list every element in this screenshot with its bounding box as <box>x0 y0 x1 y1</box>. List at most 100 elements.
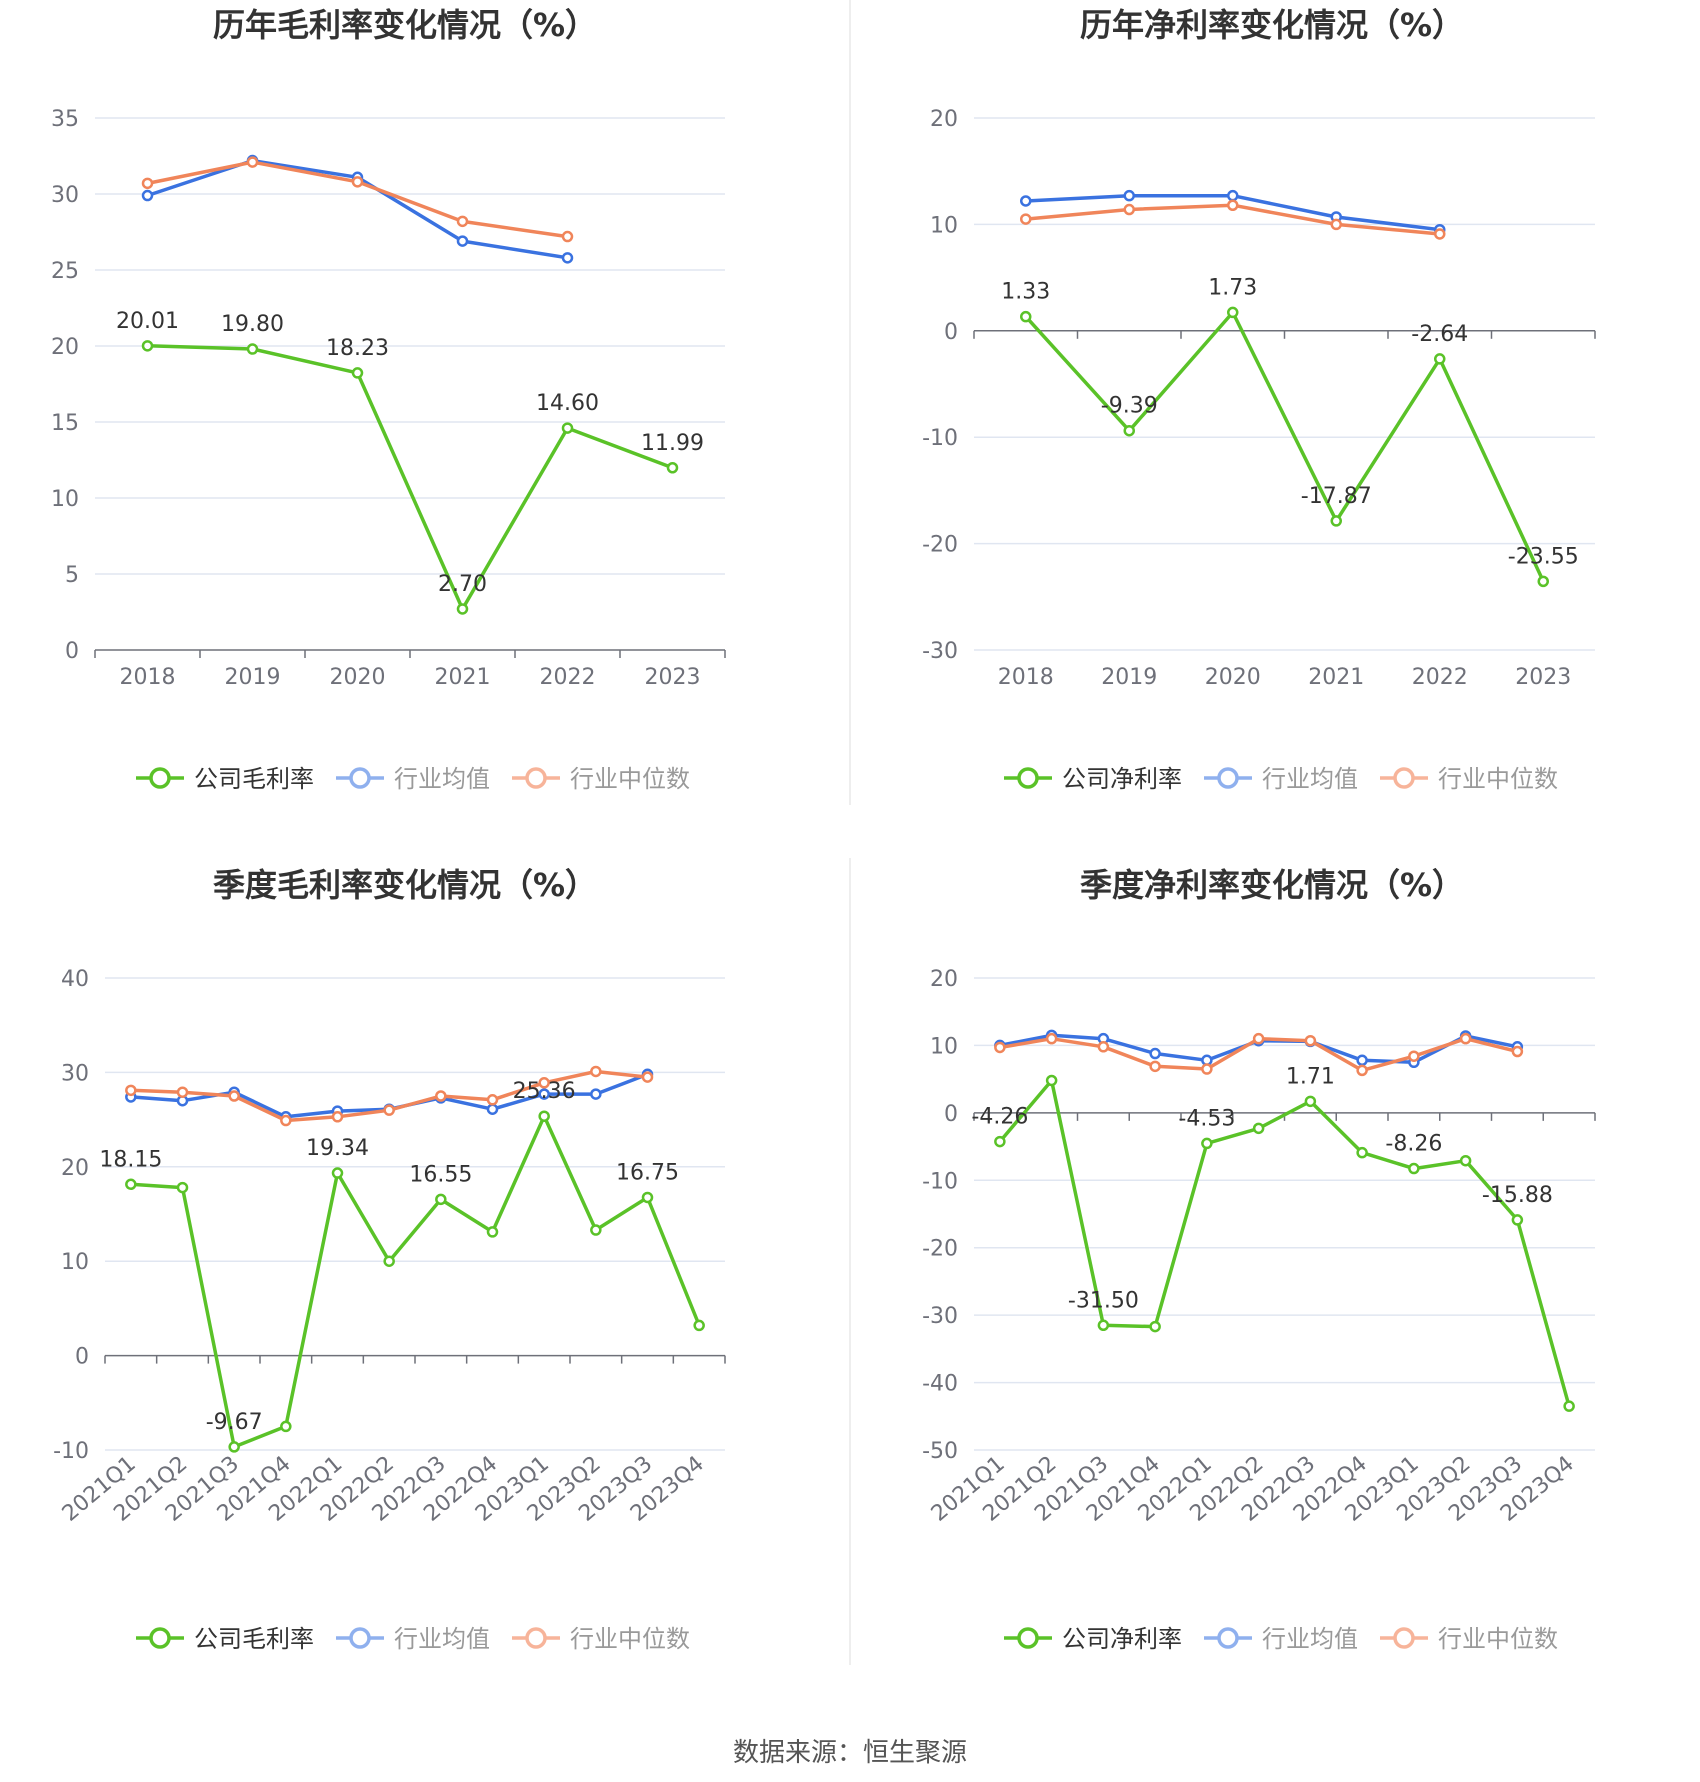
data-point-company <box>1408 1162 1420 1175</box>
x-tick-label: 2021 <box>1308 665 1364 690</box>
data-label: 14.60 <box>536 391 599 416</box>
data-point-median <box>435 1090 447 1102</box>
data-label: 2.70 <box>438 572 487 597</box>
x-tick-label: 2021 <box>435 665 491 690</box>
data-point-company <box>1304 1095 1317 1108</box>
legend-marker <box>1393 767 1415 789</box>
data-point-median <box>246 156 259 168</box>
x-tick-label: 2022 <box>540 665 596 690</box>
data-point-company <box>1149 1320 1161 1333</box>
data-point-company <box>176 1181 189 1194</box>
legend-item-company: 公司净利率 <box>1004 1625 1182 1653</box>
data-point-company <box>693 1319 705 1332</box>
y-tick-label: 0 <box>75 1345 89 1370</box>
data-point-median <box>1356 1064 1368 1077</box>
data-point-avg <box>1356 1054 1368 1067</box>
x-tick-label: 2019 <box>225 665 281 690</box>
legend-marker <box>525 767 547 789</box>
data-point-company <box>1045 1074 1058 1087</box>
data-point-company <box>1330 515 1342 527</box>
y-tick-label: 0 <box>944 320 958 345</box>
y-tick-label: 10 <box>61 1250 89 1275</box>
data-point-company <box>1201 1137 1213 1150</box>
legend-item-company: 公司毛利率 <box>136 765 314 793</box>
y-tick-label: 10 <box>930 213 958 238</box>
data-point-company <box>641 1191 654 1204</box>
data-point-median <box>590 1065 602 1078</box>
legend-item-median: 行业中位数 <box>512 1625 690 1653</box>
legend-marker <box>1017 1627 1039 1649</box>
data-point-median <box>351 176 364 188</box>
legend-label: 行业均值 <box>394 765 490 793</box>
y-tick-label: -20 <box>922 1237 958 1262</box>
y-tick-label: -10 <box>53 1439 89 1464</box>
x-tick-label: 2018 <box>120 665 176 690</box>
data-label: -31.50 <box>1068 1288 1139 1313</box>
data-point-median <box>1408 1050 1420 1062</box>
data-point-median <box>1227 199 1239 211</box>
data-point-company <box>141 340 154 352</box>
data-point-median <box>486 1094 499 1106</box>
data-point-median <box>1020 213 1032 225</box>
data-label: 18.15 <box>99 1147 162 1172</box>
data-label: -2.64 <box>1411 322 1468 347</box>
data-point-company <box>331 1167 344 1179</box>
data-point-company <box>1097 1319 1110 1332</box>
x-tick-label: 2023 <box>1515 665 1571 690</box>
data-label: -15.88 <box>1482 1183 1553 1208</box>
data-point-company <box>1123 424 1135 437</box>
y-tick-label: 10 <box>930 1034 958 1059</box>
chart-title: 季度毛利率变化情况（%） <box>213 866 597 904</box>
data-point-median <box>176 1086 189 1098</box>
legend-marker <box>1393 1627 1415 1649</box>
data-label: 1.33 <box>1001 280 1050 305</box>
data-label: -4.53 <box>1178 1106 1235 1131</box>
y-tick-label: 30 <box>51 183 79 208</box>
data-point-company <box>1252 1122 1265 1135</box>
data-label: 1.71 <box>1286 1064 1335 1089</box>
data-point-avg <box>561 252 574 264</box>
y-tick-label: 0 <box>944 1102 958 1127</box>
data-point-median <box>1304 1034 1317 1047</box>
legend-marker <box>149 767 171 789</box>
legend-item-avg: 行业均值 <box>1204 765 1358 793</box>
data-label: -4.26 <box>971 1105 1028 1130</box>
series-line-company <box>998 1078 1571 1407</box>
data-point-avg <box>1020 195 1032 207</box>
data-point-company <box>1537 575 1549 588</box>
y-tick-label: 15 <box>51 411 79 436</box>
data-point-company <box>994 1135 1006 1148</box>
y-tick-label: -10 <box>922 426 958 451</box>
data-point-company <box>590 1224 602 1236</box>
y-tick-label: 20 <box>930 967 958 992</box>
data-label: 25.36 <box>513 1079 576 1104</box>
data-label: 18.23 <box>326 336 389 361</box>
chart-title: 季度净利率变化情况（%） <box>1080 866 1464 904</box>
legend-item-median: 行业中位数 <box>1380 1625 1558 1653</box>
data-point-median <box>1434 228 1446 240</box>
data-point-median <box>994 1041 1006 1054</box>
data-source: 数据来源：恒生聚源 <box>732 1738 967 1768</box>
data-point-median <box>141 177 154 190</box>
x-tick-label: 2023 <box>645 665 701 690</box>
y-tick-label: 20 <box>51 335 79 360</box>
data-point-median <box>1459 1032 1472 1045</box>
legend-label: 行业均值 <box>1262 765 1358 793</box>
legend-item-company: 公司净利率 <box>1004 765 1182 793</box>
x-tick-label: 2020 <box>330 665 386 690</box>
data-point-median <box>1201 1063 1213 1075</box>
data-point-median <box>383 1104 395 1116</box>
data-point-median <box>456 215 469 228</box>
legend-marker <box>1217 1627 1239 1649</box>
data-point-company <box>125 1178 137 1191</box>
data-point-avg <box>1149 1047 1161 1060</box>
data-point-median <box>1123 203 1135 216</box>
legend-marker <box>525 1627 547 1649</box>
data-point-company <box>280 1420 292 1433</box>
legend-label: 行业中位数 <box>1438 765 1558 793</box>
data-point-company <box>1434 353 1446 365</box>
series-line-company <box>147 344 674 611</box>
data-point-avg <box>1227 189 1239 202</box>
data-point-company <box>351 367 364 379</box>
